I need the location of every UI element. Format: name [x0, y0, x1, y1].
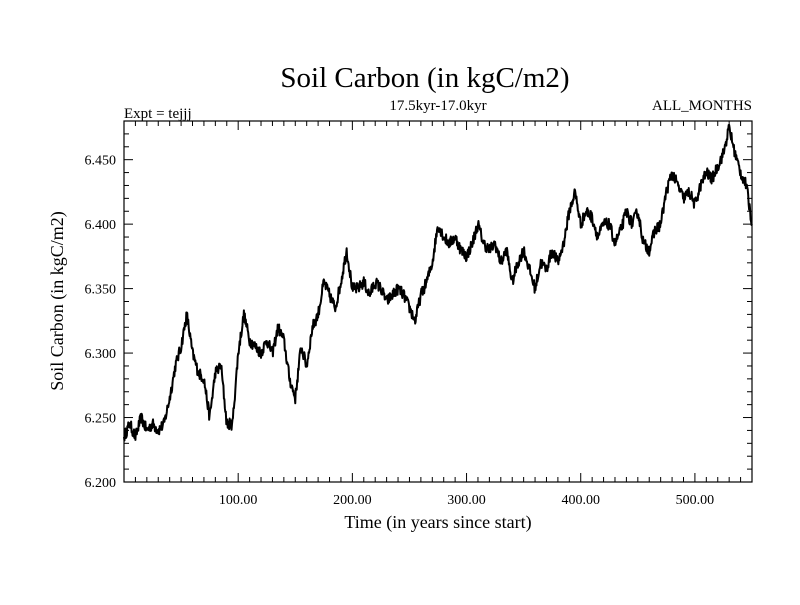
x-tick-label: 500.00: [676, 493, 715, 508]
chart-subtitle: 17.5kyr-17.0kyr: [389, 98, 486, 114]
y-tick-label: 6.200: [85, 476, 117, 491]
y-axis-label: Soil Carbon (in kgC/m2): [47, 211, 68, 391]
x-tick-labels: 100.00 200.00 300.00 400.00 500.00: [219, 493, 714, 508]
x-axis-label: Time (in years since start): [344, 512, 531, 533]
y-tick-label: 6.350: [85, 283, 117, 298]
chart-title: Soil Carbon (in kgC/m2): [280, 62, 569, 94]
plot-frame: [123, 120, 753, 483]
y-tick-label: 6.450: [85, 154, 117, 169]
y-tick-label: 6.400: [85, 218, 117, 233]
x-tick-label: 300.00: [447, 493, 486, 508]
axis-ticks: [124, 121, 752, 482]
x-tick-label: 100.00: [219, 493, 258, 508]
experiment-label: Expt = tejjj: [124, 106, 192, 122]
x-tick-label: 200.00: [333, 493, 372, 508]
y-tick-label: 6.250: [85, 412, 117, 427]
y-tick-labels: 6.200 6.250 6.300 6.350 6.400 6.450: [85, 154, 117, 491]
series-line-soil-carbon: [123, 123, 753, 442]
y-tick-label: 6.300: [85, 347, 117, 362]
x-tick-label: 400.00: [561, 493, 600, 508]
months-label: ALL_MONTHS: [652, 98, 752, 114]
